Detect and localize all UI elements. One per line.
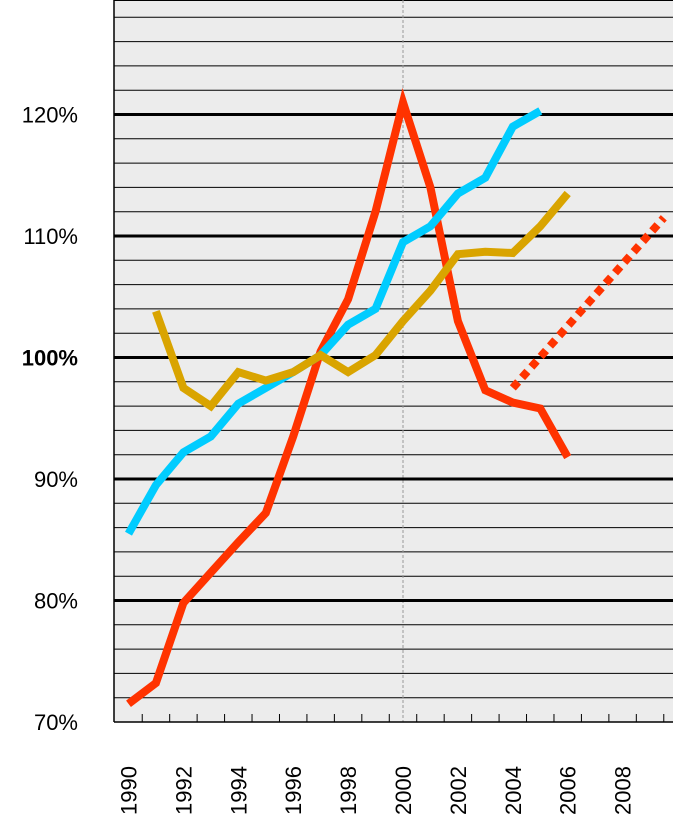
series-line-2 [509, 215, 667, 391]
x-tick-label: 2008 [611, 766, 636, 815]
x-tick-label: 1994 [226, 766, 251, 815]
x-tick-label: 2002 [446, 766, 471, 815]
y-axis-tick-labels: 70% 80% 90% 100% 110% 120% [22, 103, 78, 736]
y-tick-label: 80% [34, 589, 78, 614]
major-gridlines [114, 113, 673, 602]
plot-area [114, 0, 673, 722]
x-tick-label: 1996 [281, 766, 306, 815]
x-axis-tick-labels: 1990 1992 1994 1996 1998 2000 2002 2004 2006 2008 [117, 766, 636, 815]
y-tick-label: 90% [34, 467, 78, 492]
series-line-1 [126, 87, 572, 707]
series-line-4 [152, 190, 571, 412]
series-line-3 [125, 107, 543, 536]
x-tick-label: 1990 [117, 766, 142, 815]
x-tick-label: 2006 [556, 766, 581, 815]
axes [113, 0, 673, 723]
y-tick-label: 100% [22, 346, 78, 371]
y-tick-label: 70% [34, 710, 78, 735]
x-tick-label: 2004 [501, 766, 526, 815]
series-layer [125, 87, 667, 707]
x-tick-label: 1992 [171, 766, 196, 815]
y-tick-label: 120% [22, 103, 78, 128]
x-tick-label: 1998 [336, 766, 361, 815]
y-tick-label: 110% [23, 224, 78, 249]
x-tick-label: 2000 [391, 766, 416, 815]
